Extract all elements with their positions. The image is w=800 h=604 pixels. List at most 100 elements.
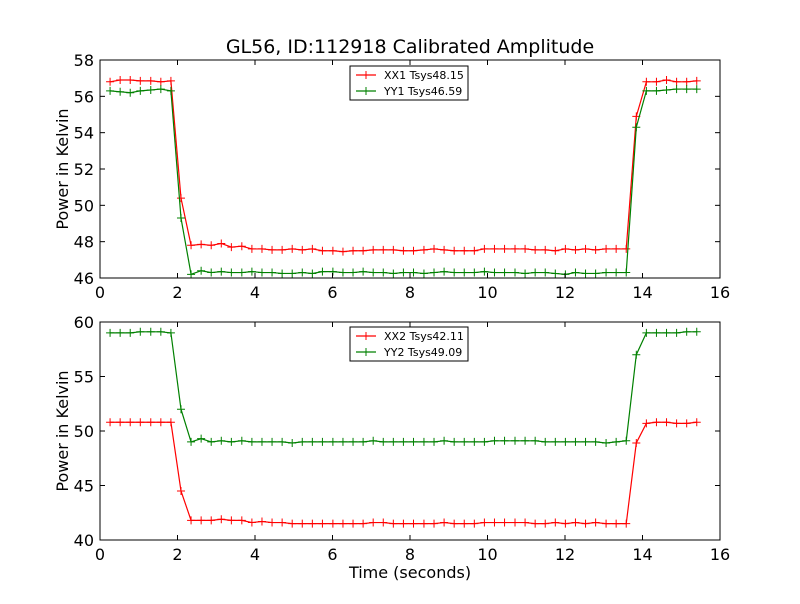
data-point (257, 517, 266, 526)
data-point (652, 77, 661, 86)
data-point (156, 85, 165, 94)
data-point (511, 436, 520, 445)
data-point (622, 244, 631, 253)
data-point (197, 434, 206, 443)
data-point (318, 267, 327, 276)
data-point (541, 268, 550, 277)
data-point (591, 245, 600, 254)
x-tick-label: 14 (632, 283, 652, 302)
data-point (156, 77, 165, 86)
data-point (207, 241, 216, 250)
data-point (288, 244, 297, 253)
data-point (591, 437, 600, 446)
data-point (500, 244, 509, 253)
data-point (247, 518, 256, 527)
data-point (237, 436, 246, 445)
data-point (500, 518, 509, 527)
legend-box (349, 326, 469, 362)
legend-label: XX1 Tsys48.15 (384, 69, 464, 82)
data-point (227, 243, 236, 252)
data-point (126, 418, 135, 427)
y-tick-label: 58 (74, 51, 94, 70)
data-point (176, 194, 185, 203)
data-point (511, 518, 520, 527)
x-tick-label: 4 (250, 545, 260, 564)
data-point (460, 519, 469, 528)
data-point (247, 267, 256, 276)
data-point (338, 268, 347, 277)
data-point (652, 328, 661, 337)
data-point (430, 268, 439, 277)
data-point (166, 76, 175, 85)
data-point (460, 268, 469, 277)
data-point (490, 268, 499, 277)
data-point (298, 268, 307, 277)
data-point (602, 244, 611, 253)
data-point (308, 244, 317, 253)
data-point (338, 519, 347, 528)
x-tick-label: 2 (172, 545, 182, 564)
data-point (500, 436, 509, 445)
y-axis-label: Power in Kelvin (53, 108, 72, 229)
data-point (166, 86, 175, 95)
data-point (389, 245, 398, 254)
data-point (389, 269, 398, 278)
data-point (642, 77, 651, 86)
data-point (490, 244, 499, 253)
data-point (581, 519, 590, 528)
data-point (541, 245, 550, 254)
data-point (571, 437, 580, 446)
data-point (551, 437, 560, 446)
data-point (288, 269, 297, 278)
data-point (187, 241, 196, 250)
data-point (379, 437, 388, 446)
data-point (146, 418, 155, 427)
data-point (288, 519, 297, 528)
data-point (247, 244, 256, 253)
data-point (217, 515, 226, 524)
data-point (622, 268, 631, 277)
data-point (460, 437, 469, 446)
data-point (146, 76, 155, 85)
data-point (541, 437, 550, 446)
x-tick-label: 0 (95, 545, 105, 564)
data-point (106, 86, 115, 95)
y-tick-label: 55 (74, 368, 94, 387)
data-point (237, 268, 246, 277)
data-point (581, 269, 590, 278)
y-tick-label: 40 (74, 531, 94, 550)
data-point (521, 518, 530, 527)
data-point (379, 518, 388, 527)
data-point (176, 486, 185, 495)
data-point (166, 418, 175, 427)
data-point (349, 268, 358, 277)
data-point (359, 267, 368, 276)
data-point (622, 436, 631, 445)
data-point (298, 437, 307, 446)
data-point (359, 519, 368, 528)
data-point (156, 327, 165, 336)
data-point (682, 327, 691, 336)
series-line-yy1 (110, 88, 697, 276)
data-point (318, 519, 327, 528)
series-markers-xx2 (106, 418, 701, 528)
data-point (419, 269, 428, 278)
data-point (146, 327, 155, 336)
data-point (490, 436, 499, 445)
x-tick-label: 12 (555, 283, 575, 302)
legend: XX2 Tsys42.11 YY2 Tsys49.09 (349, 326, 469, 362)
data-point (409, 437, 418, 446)
x-tick-label: 8 (405, 283, 415, 302)
data-point (531, 268, 540, 277)
data-point (632, 438, 641, 447)
data-point (207, 437, 216, 446)
data-point (146, 85, 155, 94)
data-point (490, 518, 499, 527)
data-point (268, 437, 277, 446)
data-point (470, 519, 479, 528)
data-point (389, 519, 398, 528)
data-point (237, 242, 246, 251)
data-point (136, 76, 145, 85)
data-point (359, 246, 368, 255)
